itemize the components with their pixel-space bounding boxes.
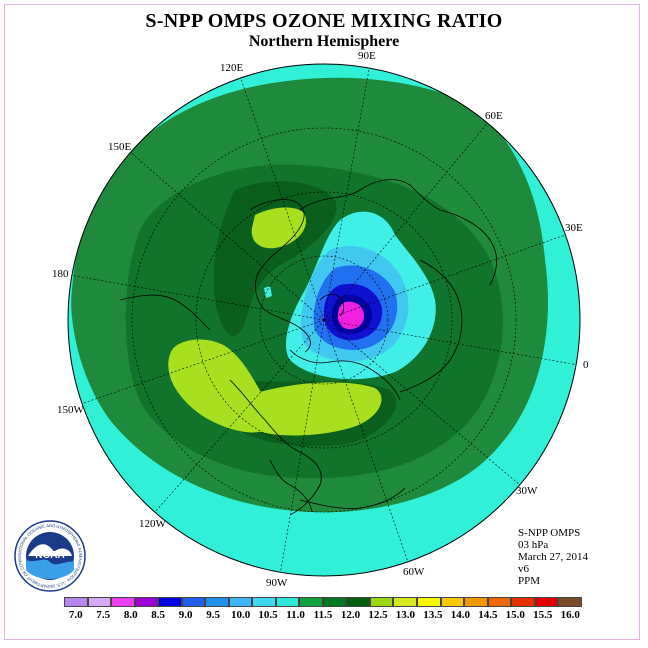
colorbar-tick-label: 14.0 [450, 609, 470, 621]
colorbar-tick-label: 13.5 [423, 609, 443, 621]
colorbar-swatch [440, 597, 465, 607]
colorbar-swatch [416, 597, 441, 607]
lon-label-60w: 60W [403, 566, 425, 578]
colorbar-tick-label: 8.5 [151, 609, 166, 621]
lon-label-90e: 90E [358, 50, 376, 62]
figure-frame [4, 4, 640, 640]
map-title: S-NPP OMPS OZONE MIXING RATIO [145, 10, 503, 32]
colorbar-swatch [181, 597, 206, 607]
colorbar-swatch [558, 597, 582, 607]
colorbar-swatch [252, 597, 276, 607]
ozone-high-south [242, 382, 382, 436]
info-version: v6 [518, 563, 529, 575]
colorbar-swatch [322, 597, 347, 607]
colorbar-tick-label: 10.0 [230, 609, 251, 621]
colorbar-swatch [111, 597, 135, 607]
colorbar-tick-label: 11.5 [313, 609, 333, 621]
lat-lon-grid [69, 64, 579, 576]
colorbar-tick-label: 15.0 [505, 609, 525, 621]
colorbar-swatch [158, 597, 182, 607]
info-units: PPM [518, 575, 541, 587]
ozone-min-magenta [337, 301, 364, 330]
colorbar-tick-label: 13.0 [395, 609, 416, 621]
colorbar-tick-label: 7.0 [68, 609, 83, 621]
info-date: March 27, 2014 [518, 551, 588, 563]
info-product: S-NPP OMPS [518, 527, 581, 539]
lon-label-180: 180 [52, 268, 69, 280]
colorbar-tick-label: 15.5 [533, 609, 553, 621]
lon-label-30e: 30E [565, 222, 583, 234]
colorbar-tick-label: 7.5 [96, 609, 111, 621]
lon-label-120w: 120W [139, 518, 166, 530]
colorbar [64, 597, 582, 607]
colorbar-swatch [534, 597, 559, 607]
colorbar-swatch [275, 597, 300, 607]
map-subtitle: Northern Hemisphere [248, 33, 400, 50]
colorbar-swatch [346, 597, 370, 607]
coastlines [119, 179, 498, 516]
noaa-logo: NOAA NATIONAL OCEANIC AND ATMOSPHERIC AD… [14, 520, 86, 592]
map-boundary [67, 63, 581, 577]
info-pressure: 03 hPa [518, 539, 549, 551]
colorbar-tick-label: 12.0 [340, 609, 361, 621]
colorbar-tick-label: 8.0 [123, 609, 138, 621]
colorbar-swatch [487, 597, 512, 607]
colorbar-tick-label: 10.5 [258, 609, 278, 621]
colorbar-tick-label: 9.5 [206, 609, 220, 621]
lon-label-60e: 60E [485, 110, 503, 122]
colorbar-swatch [228, 597, 253, 607]
lon-label-30w: 30W [516, 485, 538, 497]
lon-label-150w: 150W [57, 404, 84, 416]
lon-label-120e: 120E [220, 62, 244, 74]
lon-label-0: 0 [583, 359, 589, 371]
colorbar-tick-label: 16.0 [560, 609, 580, 621]
colorbar-swatch [134, 597, 159, 607]
colorbar-labels: 7.0 7.5 8.0 8.5 9.0 9.5 10.0 10.5 11.0 11.5 12.0 12… [0, 609, 648, 623]
logo-noaa-text: NOAA [35, 550, 64, 561]
colorbar-swatch [511, 597, 535, 607]
colorbar-swatch [393, 597, 417, 607]
ozone-small-cyan-patch [264, 286, 272, 298]
colorbar-swatch [464, 597, 488, 607]
colorbar-swatch [87, 597, 112, 607]
colorbar-swatch [64, 597, 88, 607]
lon-label-150e: 150E [108, 141, 132, 153]
colorbar-swatch [205, 597, 229, 607]
colorbar-tick-label: 9.0 [178, 609, 193, 621]
lon-label-90w: 90W [266, 577, 288, 589]
colorbar-swatch [299, 597, 323, 607]
product-info: S-NPP OMPS 03 hPa March 27, 2014 v6 PPM [518, 527, 588, 587]
colorbar-tick-label: 12.5 [368, 609, 388, 621]
colorbar-tick-label: 11.0 [286, 609, 305, 621]
colorbar-swatch [369, 597, 394, 607]
colorbar-tick-label: 14.5 [478, 609, 498, 621]
